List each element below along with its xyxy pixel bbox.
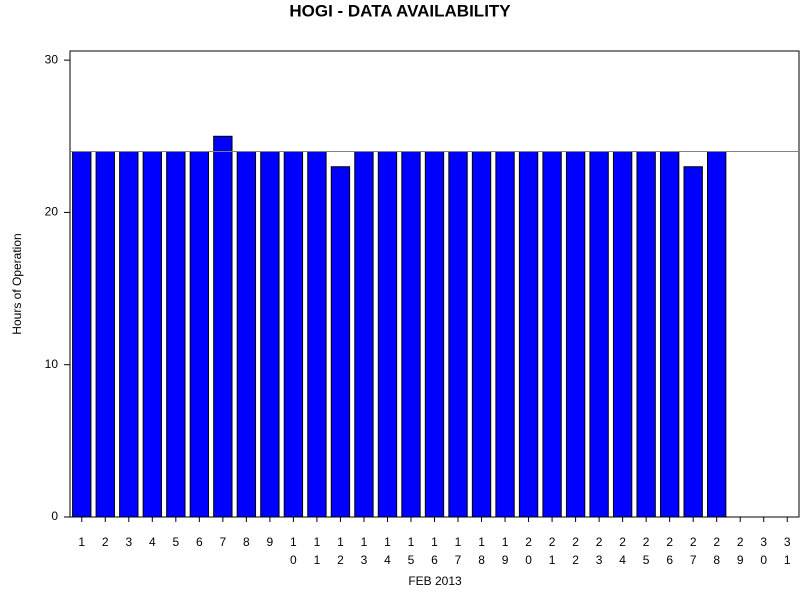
x-tick-label: 3 xyxy=(122,535,136,553)
x-tick-label: 24 xyxy=(616,535,630,571)
bar xyxy=(330,166,351,518)
bar xyxy=(95,151,115,518)
bar xyxy=(659,151,680,518)
bar xyxy=(612,151,633,518)
x-tick-label: 25 xyxy=(639,535,653,571)
x-tick-label: 21 xyxy=(545,535,559,571)
x-tick-label: 19 xyxy=(498,535,512,571)
bar xyxy=(636,151,656,518)
x-tick-label: 8 xyxy=(239,535,253,553)
bar xyxy=(354,151,374,518)
x-axis-label: FEB 2013 xyxy=(408,574,462,588)
x-tick-label: 9 xyxy=(263,535,277,553)
x-tick-label: 23 xyxy=(592,535,606,571)
bar xyxy=(142,151,162,518)
y-tick-label: 30 xyxy=(45,52,59,66)
x-tick-label: 5 xyxy=(169,535,183,553)
bar xyxy=(707,151,727,518)
bar xyxy=(189,151,210,518)
x-tick-label: 29 xyxy=(733,535,747,571)
bar xyxy=(683,166,703,518)
x-tick-label: 27 xyxy=(686,535,700,571)
chart-title: HOGI - DATA AVAILABILITY xyxy=(289,1,511,20)
bar xyxy=(72,151,92,518)
bar xyxy=(260,151,280,518)
bar xyxy=(471,151,492,518)
x-tick-label: 13 xyxy=(357,535,371,571)
bar xyxy=(401,151,421,518)
bar xyxy=(589,151,609,518)
x-tick-label: 4 xyxy=(145,535,159,553)
bar xyxy=(565,151,586,518)
bar xyxy=(377,151,398,518)
bar xyxy=(448,151,468,518)
bar xyxy=(424,151,445,518)
y-tick-label: 10 xyxy=(45,357,59,371)
x-tick-label: 6 xyxy=(192,535,206,553)
x-tick-label: 11 xyxy=(310,535,324,571)
bar xyxy=(119,151,139,518)
x-tick-label: 26 xyxy=(663,535,677,571)
x-tick-label: 28 xyxy=(710,535,724,571)
x-tick-label: 7 xyxy=(216,535,230,553)
x-tick-label: 22 xyxy=(569,535,583,571)
x-tick-label: 16 xyxy=(428,535,442,571)
bar xyxy=(283,151,304,518)
x-tick-label: 15 xyxy=(404,535,418,571)
x-tick-label: 2 xyxy=(98,535,112,553)
x-tick-label: 18 xyxy=(475,535,489,571)
bar xyxy=(307,151,327,518)
y-axis-label: Hours of Operation xyxy=(10,233,24,334)
x-tick-label: 12 xyxy=(333,535,347,571)
x-tick-label: 10 xyxy=(286,535,300,571)
x-tick-label: 14 xyxy=(380,535,394,571)
x-tick-label: 1 xyxy=(75,535,89,553)
bar xyxy=(213,135,233,518)
x-tick-label: 31 xyxy=(780,535,794,571)
y-tick-label: 0 xyxy=(51,509,58,523)
bar xyxy=(542,151,562,518)
y-tick-label: 20 xyxy=(45,205,59,219)
x-tick-label: 20 xyxy=(522,535,536,571)
x-tick-label: 30 xyxy=(757,535,771,571)
bar xyxy=(495,151,515,518)
x-tick-label: 17 xyxy=(451,535,465,571)
bar xyxy=(166,151,186,518)
bar xyxy=(236,151,257,518)
bar xyxy=(518,151,539,518)
